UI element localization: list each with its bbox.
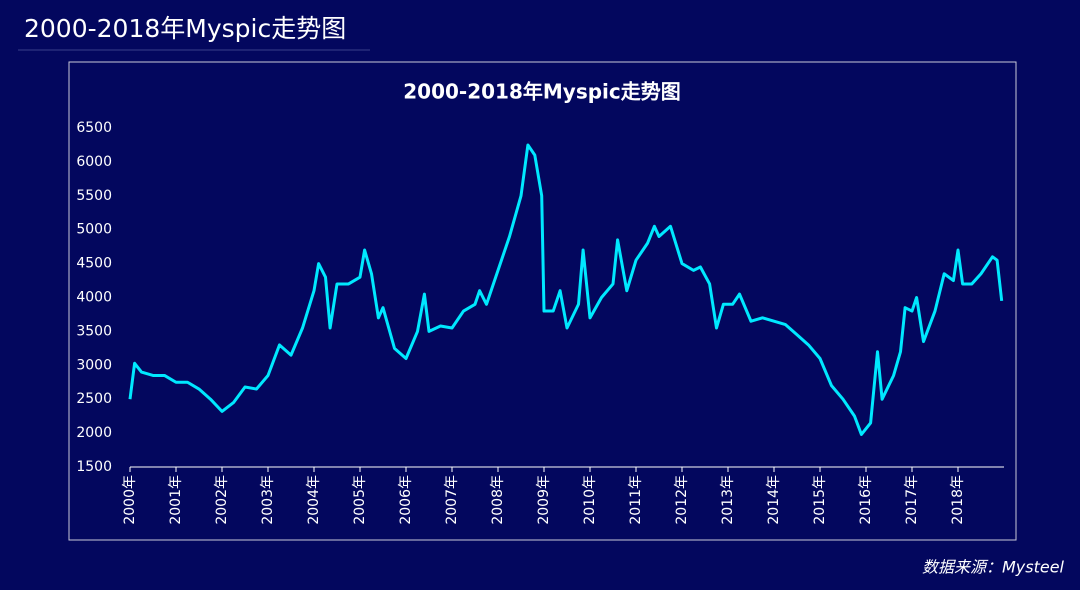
x-tick-label: 2013年 xyxy=(720,475,736,525)
page-title: 2000-2018年Myspic走势图 xyxy=(24,14,346,43)
x-tick-label: 2018年 xyxy=(950,475,966,525)
source-note: 数据来源：Mysteel xyxy=(922,558,1065,577)
y-tick-label: 4000 xyxy=(76,290,112,306)
y-tick-label: 5500 xyxy=(76,188,112,204)
x-tick-label: 2007年 xyxy=(444,475,460,525)
x-tick-label: 2000年 xyxy=(122,475,138,525)
x-tick-label: 2011年 xyxy=(628,475,644,525)
y-tick-label: 2500 xyxy=(76,391,112,407)
chart-frame xyxy=(68,61,1017,541)
x-tick-label: 2012年 xyxy=(674,475,690,525)
x-tick-label: 2017年 xyxy=(904,475,920,525)
y-tick-label: 3500 xyxy=(76,323,112,339)
data-line xyxy=(128,143,1004,436)
y-tick-label: 5000 xyxy=(76,222,112,238)
x-tick-label: 2006年 xyxy=(398,475,414,525)
x-tick-label: 2004年 xyxy=(306,475,322,525)
x-tick-label: 2009年 xyxy=(536,475,552,525)
y-tick-label: 3000 xyxy=(76,357,112,373)
x-tick-label: 2010年 xyxy=(582,475,598,525)
x-tick-label: 2005年 xyxy=(352,475,368,525)
x-tick-label: 2003年 xyxy=(260,475,276,525)
y-tick-label: 4500 xyxy=(76,256,112,272)
x-tick-label: 2002年 xyxy=(214,475,230,525)
x-tick-label: 2001年 xyxy=(168,475,184,525)
x-tick-label: 2014年 xyxy=(766,475,782,525)
x-tick-label: 2008年 xyxy=(490,475,506,525)
chart-title: 2000-2018年Myspic走势图 xyxy=(403,80,681,104)
y-tick-label: 6500 xyxy=(76,120,112,136)
x-tick-label: 2016年 xyxy=(858,475,874,525)
x-tick-label: 2015年 xyxy=(812,475,828,525)
y-tick-label: 1500 xyxy=(76,459,112,475)
y-tick-label: 2000 xyxy=(76,425,112,441)
y-tick-label: 6000 xyxy=(76,154,112,170)
